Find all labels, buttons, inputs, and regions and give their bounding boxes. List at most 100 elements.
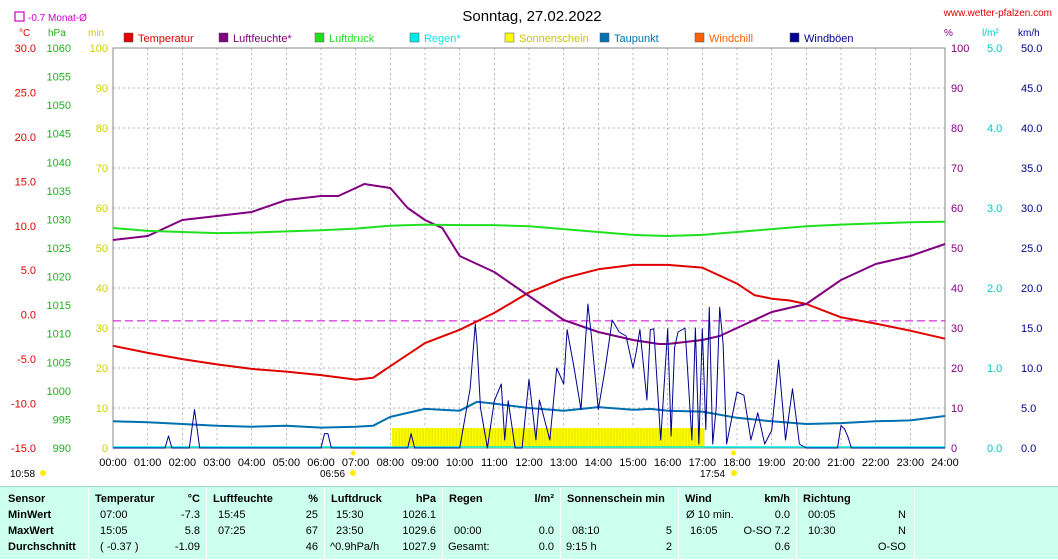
legend-label: Taupunkt: [614, 33, 659, 45]
wind-tick-label: 5.0: [1021, 403, 1036, 415]
humidity-tick-label: 60: [951, 203, 963, 215]
wind-tick-label: 45.0: [1021, 83, 1042, 95]
humidity-tick-label: 0: [951, 443, 957, 455]
stats-divider: [206, 487, 207, 560]
stats-divider: [796, 487, 797, 560]
stats-divider: [678, 487, 679, 560]
rain-tick-label: 4.0: [987, 123, 1002, 135]
rain-tick-label: 2.0: [987, 283, 1002, 295]
legend-label: Windböen: [804, 33, 854, 45]
wind-tick-label: 25.0: [1021, 243, 1042, 255]
stats-row-min: MinWert 07:00 -7.3 15:45 25 15:30 1026.1…: [0, 509, 1058, 525]
pressure-tick-label: 995: [53, 414, 71, 426]
rain-tick-label: 1.0: [987, 363, 1002, 375]
x-tick-label: 08:00: [377, 457, 405, 469]
wind-tick-label: 20.0: [1021, 283, 1042, 295]
wind-tick-label: 35.0: [1021, 163, 1042, 175]
temp-time: 07:00: [100, 509, 128, 521]
sun-tick-label: 40: [96, 283, 108, 295]
dir-value: N: [898, 509, 906, 521]
rain-time: 00:00: [454, 525, 482, 537]
temp-tick-label: -5.0: [17, 354, 36, 366]
month-avg-label: -0.7 Monat-Ø: [28, 13, 87, 24]
sun-tick-label: 90: [96, 83, 108, 95]
stats-divider: [324, 487, 325, 560]
temp-tick-label: -15.0: [11, 443, 36, 455]
chart-title: Sonntag, 27.02.2022: [462, 8, 601, 25]
temp-tick-label: 5.0: [21, 265, 36, 277]
hum-unit: %: [944, 28, 953, 39]
legend-label: Luftfeuchte*: [233, 33, 292, 45]
x-tick-label: 23:00: [897, 457, 925, 469]
site-url[interactable]: www.wetter-pfalzen.com: [943, 8, 1052, 19]
x-tick-label: 03:00: [203, 457, 231, 469]
pressure-tick-label: 1045: [47, 129, 71, 141]
sun-tick-label: 0: [102, 443, 108, 455]
sunshine-bar: [529, 428, 705, 448]
legend-swatch: [789, 32, 800, 43]
temp-value: 5.8: [184, 525, 200, 537]
humidity-unit: %: [308, 493, 318, 505]
legend-label: Regen*: [424, 33, 461, 45]
legend-swatch: [409, 32, 420, 43]
x-tick-label: 21:00: [827, 457, 855, 469]
legend-label: Windchill: [709, 33, 753, 45]
wind-tick-label: 50.0: [1021, 43, 1042, 55]
humidity-tick-label: 40: [951, 283, 963, 295]
month-avg-swatch: [14, 11, 25, 22]
temp-value: -7.3: [181, 509, 200, 521]
humidity-tick-label: 90: [951, 83, 963, 95]
sunrise-label: 06:56: [320, 469, 345, 480]
rain-time: Gesamt:: [448, 541, 490, 553]
humidity-header: Luftfeuchte: [213, 493, 273, 505]
wind-tick-label: 40.0: [1021, 123, 1042, 135]
hum-value: 46: [305, 541, 318, 553]
sun-value: 5: [665, 525, 672, 537]
series-lines: [112, 183, 946, 449]
x-tick-label: 20:00: [793, 457, 821, 469]
sunset-label: 17:54: [700, 469, 725, 480]
stats-panel: Sensor Temperatur °C Luftfeuchte % Luftd…: [0, 486, 1058, 560]
stats-divider: [560, 487, 561, 560]
press-time: 15:30: [336, 509, 364, 521]
temp-tick-label: 20.0: [15, 132, 36, 144]
humidity-tick-label: 10: [951, 403, 963, 415]
sun-unit: min: [88, 28, 104, 39]
x-tick-label: 10:00: [446, 457, 474, 469]
sun-time: 08:10: [572, 525, 600, 537]
temperature-header: Temperatur: [95, 493, 155, 505]
stats-row-avg: Durchschnitt ( -0.37 ) -1.09 46 ^0.9hPa/…: [0, 541, 1058, 557]
stats-row-max: MaxWert 15:05 5.8 07:25 67 23:50 1029.6 …: [0, 525, 1058, 541]
wind-tick-label: 30.0: [1021, 203, 1042, 215]
series-luftdruck: [112, 220, 945, 237]
press-time: ^0.9hPa/h: [330, 541, 380, 553]
pressure-header: Luftdruck: [331, 493, 382, 505]
temp-unit: °C: [19, 28, 30, 39]
stats-divider: [914, 487, 915, 560]
sun-tick-label: 50: [96, 243, 108, 255]
humidity-tick-label: 70: [951, 163, 963, 175]
pressure-tick-label: 1060: [47, 43, 71, 55]
rain-value: 0.0: [538, 541, 554, 553]
humidity-tick-label: 100: [951, 43, 969, 55]
sunset-marker: [731, 450, 737, 456]
series-luftfeuchte: [112, 183, 946, 345]
pressure-tick-label: 990: [53, 443, 71, 455]
pressure-tick-label: 1020: [47, 272, 71, 284]
wind-value: O-SO 7.2: [743, 525, 790, 537]
axes: 30.0 25.0 20.0 15.0 10.0 5.0 0.0 -5.0 -10.0 -15.0…: [11, 43, 1043, 469]
press-unit: hPa: [48, 28, 66, 39]
wind-unit: km/h: [1018, 28, 1040, 39]
pressure-unit: hPa: [415, 493, 436, 505]
wind-time: 16:05: [690, 525, 718, 537]
hum-value: 25: [305, 509, 318, 521]
sun-tick-label: 70: [96, 163, 108, 175]
x-tick-label: 01:00: [134, 457, 162, 469]
pressure-tick-label: 1050: [47, 100, 71, 112]
temp-tick-label: 0.0: [21, 310, 36, 322]
x-tick-label: 05:00: [273, 457, 301, 469]
legend-label: Sonnenschein: [519, 33, 589, 45]
x-tick-label: 06:00: [307, 457, 335, 469]
legend-label: Temperatur: [138, 33, 194, 45]
press-time: 23:50: [336, 525, 364, 537]
